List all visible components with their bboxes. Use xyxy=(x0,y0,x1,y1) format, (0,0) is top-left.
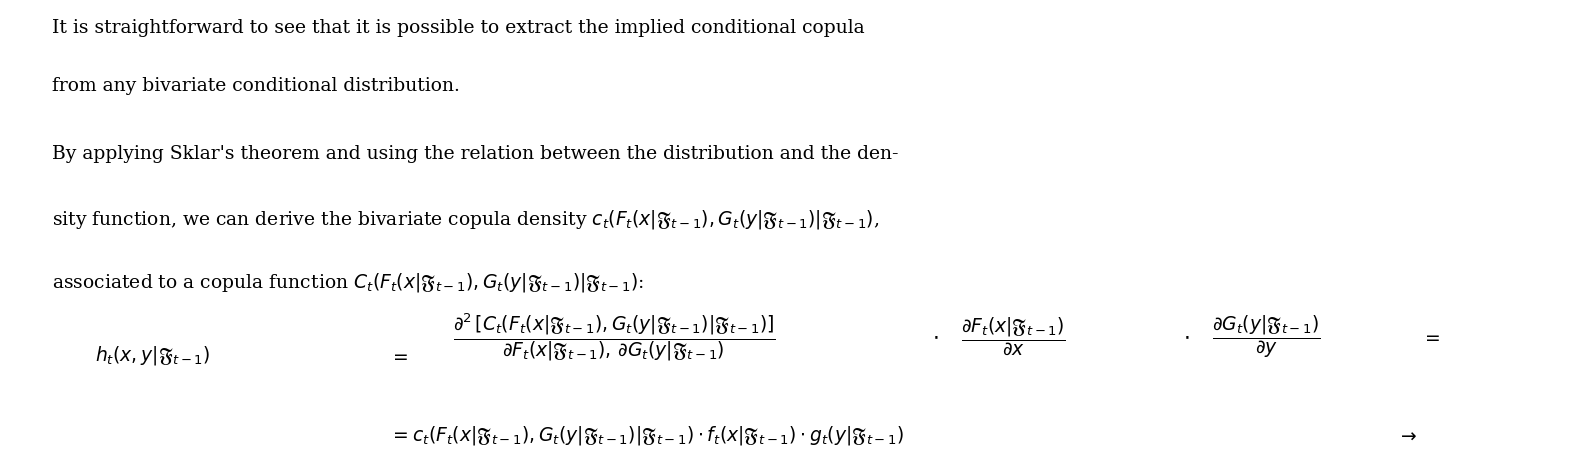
Text: $\dfrac{\partial^2\,[C_t(F_t(x|\mathfrak{F}_{t-1}), G_t(y|\mathfrak{F}_{t-1})|\m: $\dfrac{\partial^2\,[C_t(F_t(x|\mathfrak… xyxy=(453,311,775,363)
Text: $\rightarrow$: $\rightarrow$ xyxy=(1397,426,1418,444)
Text: It is straightforward to see that it is possible to extract the implied conditio: It is straightforward to see that it is … xyxy=(52,19,865,37)
Text: $= c_t(F_t(x|\mathfrak{F}_{t-1}), G_t(y|\mathfrak{F}_{t-1})|\mathfrak{F}_{t-1}) : $= c_t(F_t(x|\mathfrak{F}_{t-1}), G_t(y|… xyxy=(389,424,904,447)
Text: $=$: $=$ xyxy=(1421,328,1440,346)
Text: $\cdot$: $\cdot$ xyxy=(932,326,939,348)
Text: $\dfrac{\partial G_t(y|\mathfrak{F}_{t-1})}{\partial y}$: $\dfrac{\partial G_t(y|\mathfrak{F}_{t-1… xyxy=(1212,314,1320,360)
Text: $\dfrac{\partial F_t(x|\mathfrak{F}_{t-1})}{\partial x}$: $\dfrac{\partial F_t(x|\mathfrak{F}_{t-1… xyxy=(961,316,1066,358)
Text: $=$: $=$ xyxy=(389,347,408,365)
Text: By applying Sklar's theorem and using the relation between the distribution and : By applying Sklar's theorem and using th… xyxy=(52,145,899,163)
Text: $\cdot$: $\cdot$ xyxy=(1183,326,1189,348)
Text: $h_t(x, y|\mathfrak{F}_{t-1})$: $h_t(x, y|\mathfrak{F}_{t-1})$ xyxy=(95,344,211,367)
Text: sity function, we can derive the bivariate copula density $c_t(F_t(x|\mathfrak{F: sity function, we can derive the bivaria… xyxy=(52,208,880,231)
Text: associated to a copula function $C_t(F_t(x|\mathfrak{F}_{t-1}), G_t(y|\mathfrak{: associated to a copula function $C_t(F_t… xyxy=(52,271,645,294)
Text: from any bivariate conditional distribution.: from any bivariate conditional distribut… xyxy=(52,77,461,95)
